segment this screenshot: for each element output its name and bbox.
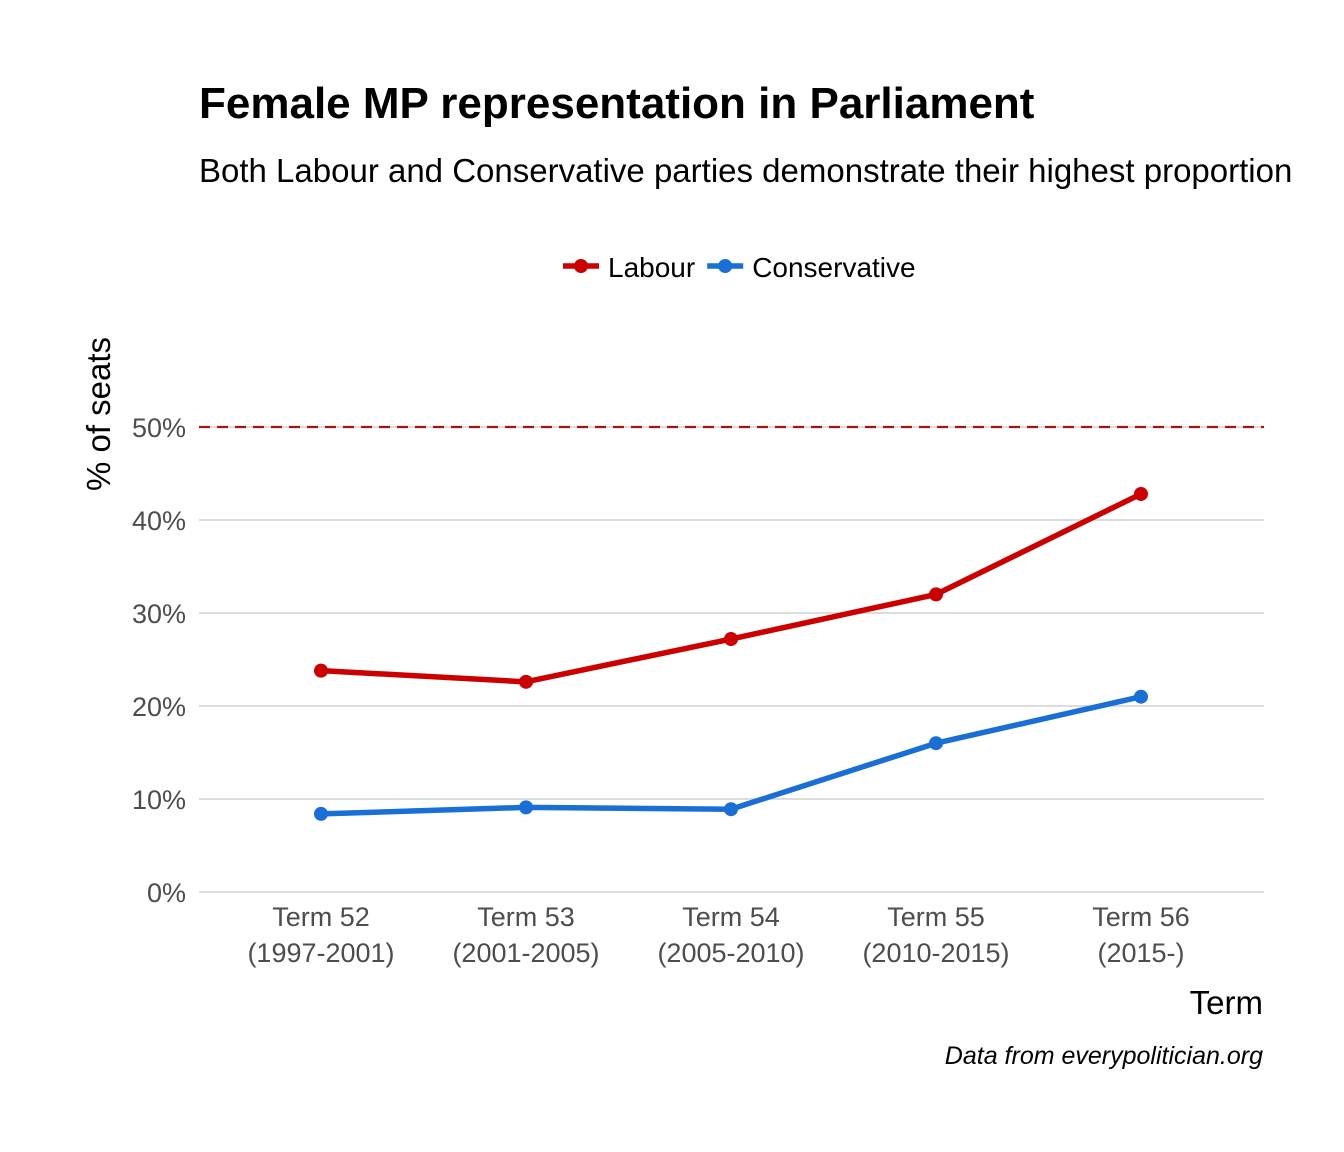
data-point-conservative: [314, 806, 328, 821]
y-axis-ticks: 0% 10% 20% 30% 40% 50%: [132, 413, 186, 908]
series-line-conservative: [318, 693, 1144, 817]
legend-swatch-point: [718, 259, 733, 273]
y-tick-label: 30%: [132, 599, 186, 629]
gridlines: [199, 426, 1264, 893]
y-tick-label: 0%: [147, 878, 186, 908]
legend-item-labour: Labour: [563, 252, 695, 283]
legend-item-conservative: Conservative: [707, 252, 916, 283]
x-tick-label-term: Term 53: [477, 902, 575, 932]
chart-caption: Data from everypolitician.org: [945, 1042, 1263, 1070]
y-tick-label: 50%: [132, 413, 186, 443]
x-axis-ticks: Term 52 (1997-2001)Term 53 (2001-2005)Term…: [247, 902, 1189, 968]
chart-subtitle: Both Labour and Conservative parties dem…: [199, 152, 1292, 189]
chart-title: Female MP representation in Parliament: [199, 79, 1035, 128]
y-axis-title: % of seats: [80, 337, 117, 491]
x-tick-label: Term 56 (2015-): [1092, 902, 1190, 968]
x-axis-title: Term: [1190, 984, 1263, 1021]
data-point-labour: [314, 663, 328, 678]
x-tick-label-years: (2001-2005): [452, 938, 599, 968]
x-tick-label-term: Term 54: [682, 902, 780, 932]
series-line-labour: [318, 491, 1144, 685]
data-point-conservative: [519, 800, 533, 815]
x-tick-label-term: Term 56: [1092, 902, 1190, 932]
x-tick-label: Term 53 (2001-2005): [452, 902, 599, 968]
x-tick-label: Term 52 (1997-2001): [247, 902, 394, 968]
legend: Labour Conservative: [563, 252, 916, 283]
data-point-conservative: [1134, 689, 1148, 704]
data-point-conservative: [724, 802, 738, 817]
x-tick-label: Term 55 (2010-2015): [862, 902, 1009, 968]
x-tick-label: Term 54 (2005-2010): [657, 902, 804, 968]
x-tick-label-years: (1997-2001): [247, 938, 394, 968]
x-tick-label-years: (2010-2015): [862, 938, 1009, 968]
data-point-labour: [724, 632, 738, 647]
legend-label: Conservative: [752, 252, 915, 283]
x-tick-label-term: Term 55: [887, 902, 985, 932]
y-tick-label: 10%: [132, 785, 186, 815]
data-point-labour: [519, 674, 533, 689]
data-point-labour: [1134, 486, 1148, 501]
series-group: [314, 486, 1148, 821]
data-point-labour: [929, 587, 943, 602]
y-tick-label: 40%: [132, 506, 186, 536]
y-tick-label: 20%: [132, 692, 186, 722]
legend-swatch-point: [574, 259, 588, 273]
x-tick-label-term: Term 52: [272, 902, 370, 932]
legend-label: Labour: [608, 252, 695, 283]
x-tick-label-years: (2015-): [1097, 938, 1184, 968]
data-point-conservative: [929, 736, 943, 751]
x-tick-label-years: (2005-2010): [657, 938, 804, 968]
